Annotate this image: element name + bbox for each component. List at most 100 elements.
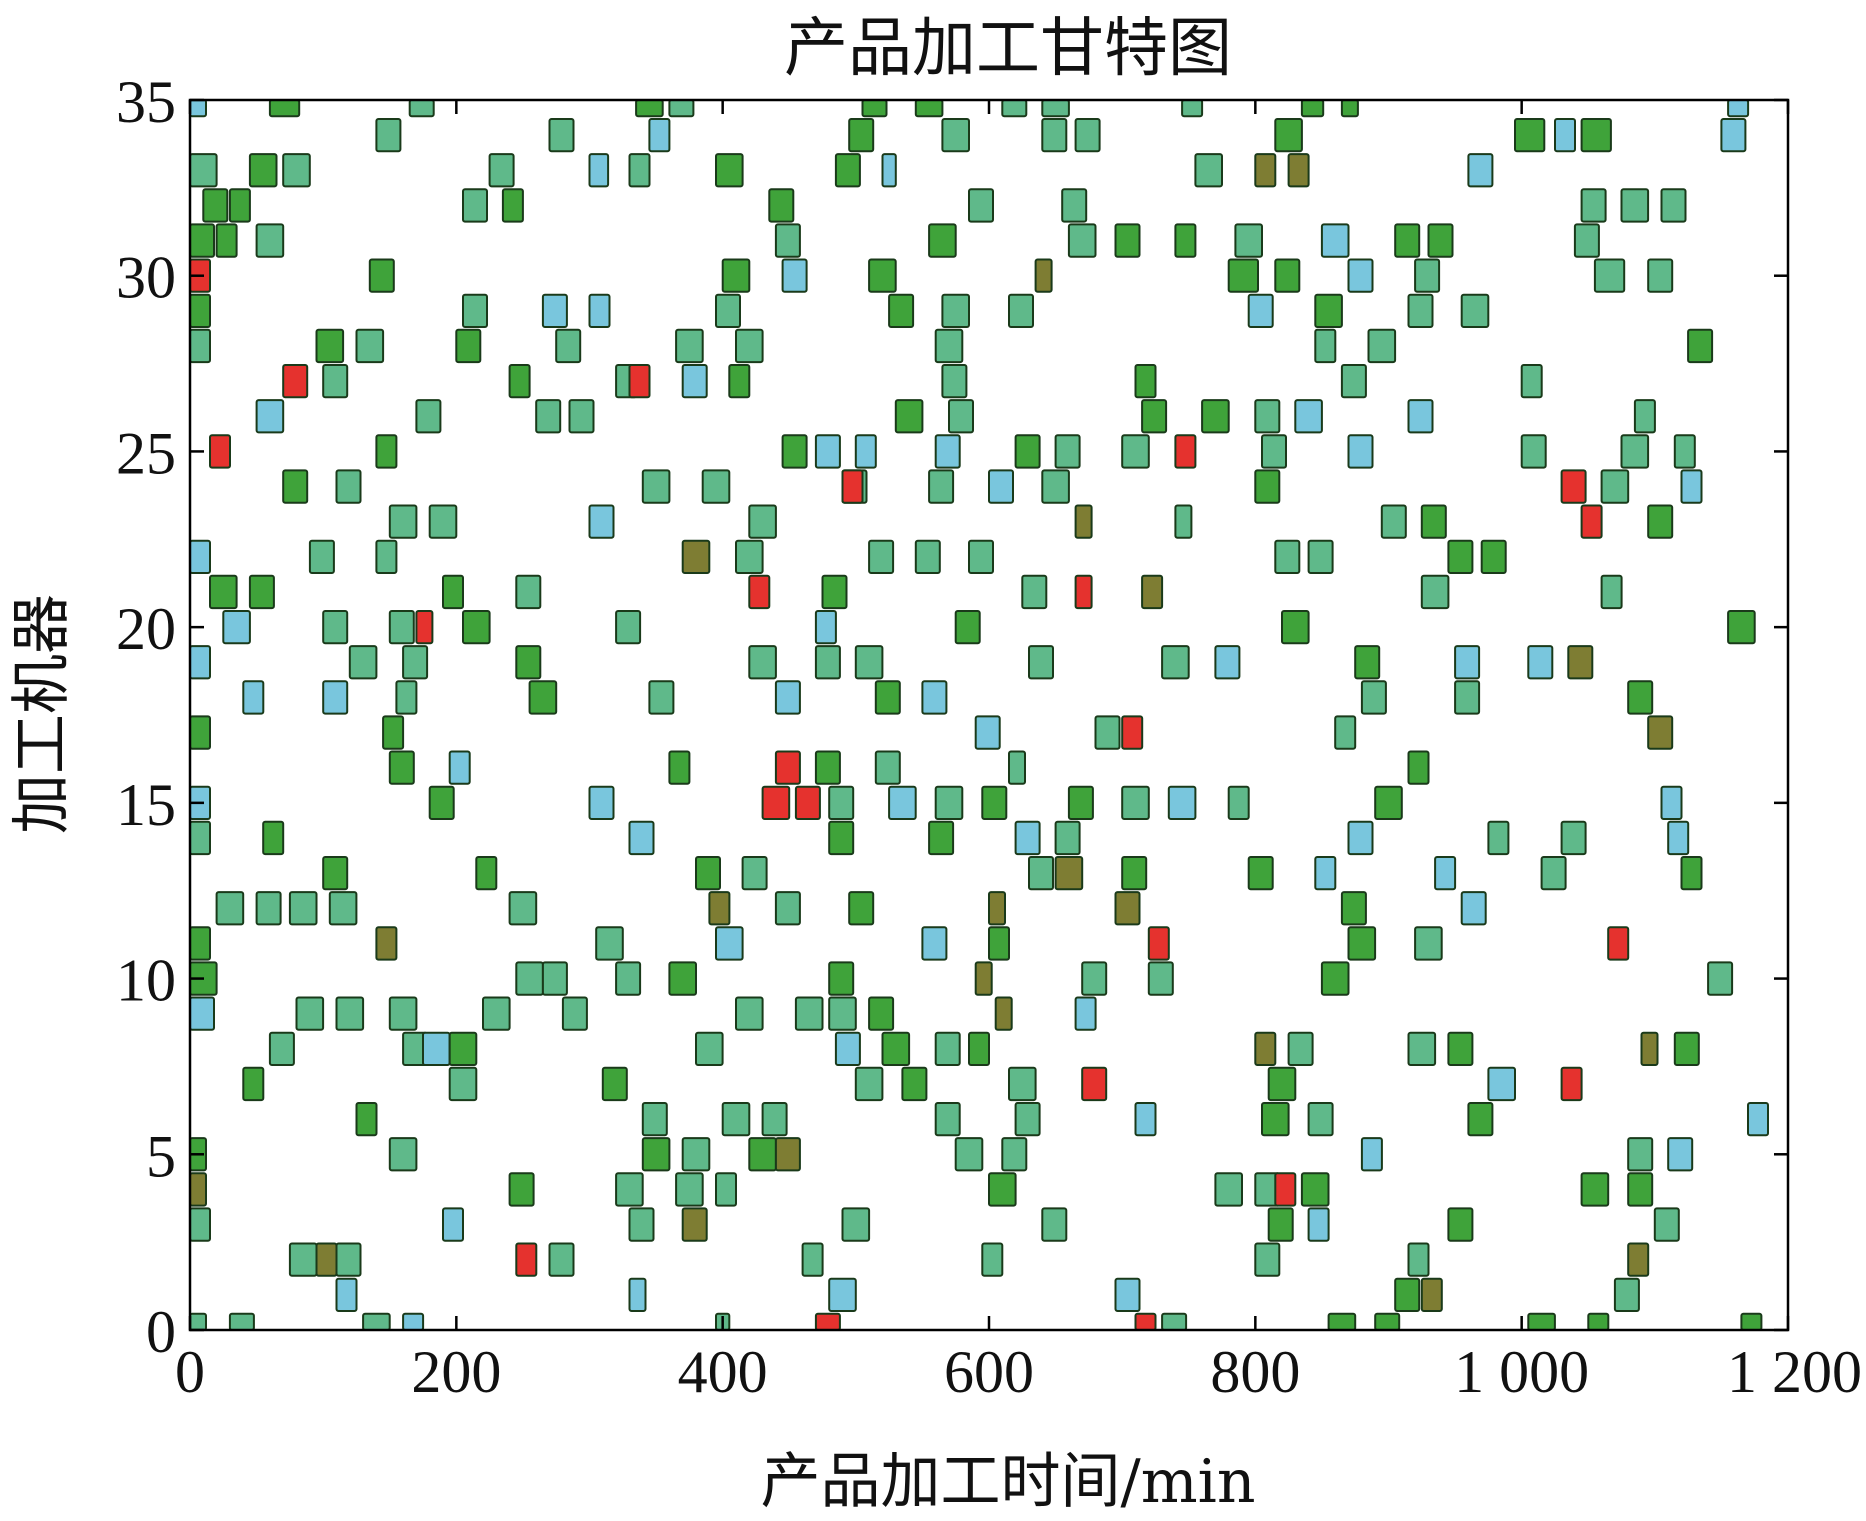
task-bar	[1014, 1102, 1041, 1137]
task-bar	[1314, 328, 1337, 364]
task-bar	[328, 891, 358, 926]
task-bar	[255, 223, 285, 258]
task-bar	[189, 1312, 207, 1332]
task-bar	[668, 99, 695, 118]
task-bar	[442, 1207, 464, 1242]
task-bar	[189, 223, 215, 258]
task-bar	[874, 750, 901, 785]
task-bar	[914, 539, 941, 575]
task-bar	[868, 996, 895, 1031]
task-bar	[715, 293, 741, 329]
y-tick-label: 15	[116, 772, 176, 838]
task-bar	[954, 610, 981, 645]
task-bar	[675, 328, 704, 364]
task-bar	[628, 1207, 655, 1242]
task-bar	[1134, 364, 1157, 399]
task-bar	[1114, 1277, 1141, 1312]
task-bar	[1067, 223, 1097, 258]
task-bar	[1527, 1312, 1556, 1332]
task-bar	[828, 961, 855, 996]
task-bar	[721, 1102, 751, 1137]
task-bar	[1587, 1312, 1610, 1332]
task-bar	[1560, 469, 1587, 504]
task-bar	[735, 996, 764, 1031]
task-bar	[322, 610, 349, 645]
task-bar	[981, 1242, 1004, 1277]
task-bar	[508, 891, 538, 926]
task-bar	[1580, 1172, 1610, 1207]
task-bar	[1008, 1066, 1037, 1102]
task-bar	[628, 364, 651, 399]
chart-title: 产品加工甘特图	[784, 12, 1232, 86]
task-bar	[1254, 469, 1281, 504]
task-bar	[1267, 1066, 1297, 1102]
task-bar	[768, 188, 795, 223]
task-bar	[388, 610, 415, 645]
task-bar	[1181, 99, 1204, 118]
task-bar	[748, 645, 777, 680]
task-bar	[1467, 153, 1494, 188]
task-bar	[1347, 434, 1374, 469]
task-bar	[668, 961, 698, 996]
task-bar	[974, 961, 993, 996]
task-bar	[735, 328, 764, 364]
task-bar	[1074, 996, 1097, 1031]
task-bar	[315, 328, 345, 364]
task-bar	[774, 223, 801, 258]
task-bar	[1254, 1242, 1281, 1277]
task-bar	[648, 118, 671, 153]
task-bar	[1327, 1312, 1357, 1332]
task-bar	[681, 1207, 708, 1242]
task-bar	[994, 996, 1013, 1031]
task-bar	[874, 680, 901, 715]
task-bar	[1074, 118, 1101, 153]
task-bar	[1647, 258, 1674, 293]
task-bar	[675, 1172, 704, 1207]
x-tick-label: 1 000	[1454, 1339, 1589, 1405]
task-bar	[1360, 680, 1387, 715]
task-bar	[1340, 891, 1367, 926]
task-bar	[615, 610, 642, 645]
task-bar	[375, 926, 398, 961]
task-bar	[1487, 1066, 1517, 1102]
task-bar	[1074, 574, 1093, 610]
task-bar	[1580, 504, 1603, 539]
y-tick-label: 20	[116, 596, 176, 662]
task-bar	[1161, 645, 1190, 680]
task-bar	[708, 891, 731, 926]
task-bar	[1667, 820, 1690, 856]
task-bar	[1354, 645, 1381, 680]
task-bar	[1134, 1312, 1157, 1332]
task-bar	[701, 469, 731, 504]
task-bar	[1334, 715, 1357, 750]
task-bar	[841, 1207, 871, 1242]
task-bar	[888, 293, 915, 329]
task-bar	[1613, 1277, 1640, 1312]
task-bar	[348, 645, 378, 680]
task-bar	[1447, 1207, 1474, 1242]
task-bar	[555, 328, 582, 364]
task-bar	[1340, 364, 1367, 399]
task-bar	[1234, 223, 1264, 258]
task-bar	[1647, 504, 1674, 539]
task-bar	[934, 1031, 961, 1066]
task-bar	[588, 153, 610, 188]
task-bar	[715, 926, 744, 961]
task-bar	[1427, 223, 1454, 258]
task-bar	[282, 364, 309, 399]
task-bar	[981, 785, 1008, 821]
task-bar	[1307, 539, 1334, 575]
task-bar	[1573, 223, 1600, 258]
task-bar	[1420, 574, 1450, 610]
x-tick-label: 400	[678, 1339, 768, 1405]
task-bar	[881, 153, 897, 188]
task-bar	[1021, 574, 1048, 610]
task-bar	[215, 891, 245, 926]
task-bar	[1554, 118, 1576, 153]
task-bar	[794, 785, 821, 821]
task-bar	[1640, 1031, 1659, 1066]
task-bar	[1114, 223, 1141, 258]
task-bar	[1174, 434, 1197, 469]
task-bar	[735, 539, 764, 575]
